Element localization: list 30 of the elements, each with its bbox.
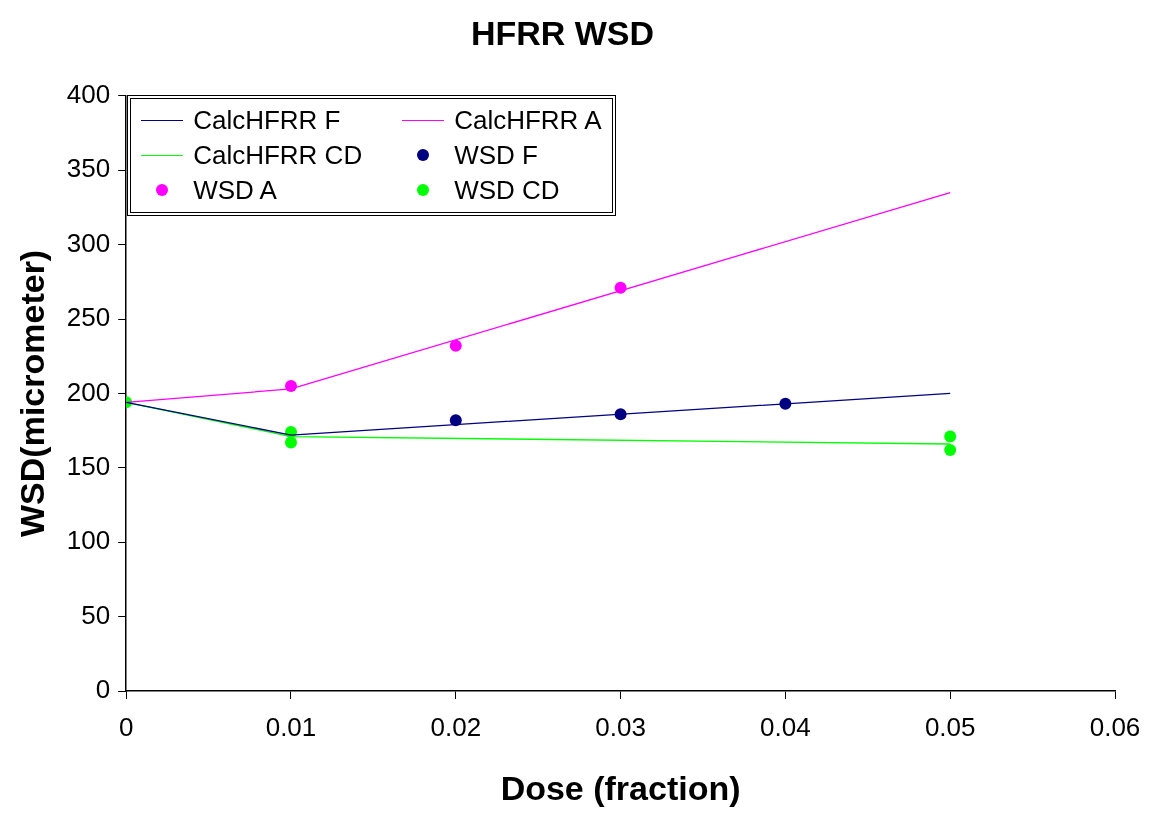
point (284, 436, 297, 449)
point (944, 430, 957, 443)
point (449, 339, 462, 352)
y-tick-label: 400 (66, 78, 111, 109)
y-tick-label: 0 (95, 674, 111, 705)
x-tick-label: 0.06 (1089, 711, 1141, 742)
legend-label: CalcHFRR A (454, 104, 602, 136)
x-tick-label: 0.05 (924, 711, 976, 742)
x-axis-title: Dose (fraction) (500, 768, 741, 807)
x-tick-label: 0.03 (595, 711, 646, 742)
y-axis-title: WSD(micrometer) (12, 249, 51, 537)
legend-label: CalcHFRR CD (193, 139, 363, 171)
chart-title: HFRR WSD (470, 13, 655, 52)
y-tick-label: 150 (66, 450, 111, 481)
x-tick-label: 0 (118, 711, 134, 742)
y-tick-label: 250 (66, 302, 111, 333)
y-tick-label: 350 (66, 153, 111, 184)
legend-label: WSD A (193, 174, 277, 206)
x-tick-label: 0.01 (265, 711, 317, 742)
point (944, 443, 957, 456)
y-tick-label: 50 (81, 599, 111, 630)
legend-label: CalcHFRR F (193, 104, 341, 136)
legend-label: WSD F (454, 139, 538, 171)
y-tick-label: 200 (66, 376, 111, 407)
y-tick-label: 100 (66, 525, 111, 556)
legend-label: WSD CD (454, 174, 560, 206)
x-tick-label: 0.02 (430, 711, 482, 742)
y-tick-label: 300 (66, 227, 111, 258)
x-tick-label: 0.04 (760, 711, 811, 742)
point (449, 414, 462, 427)
